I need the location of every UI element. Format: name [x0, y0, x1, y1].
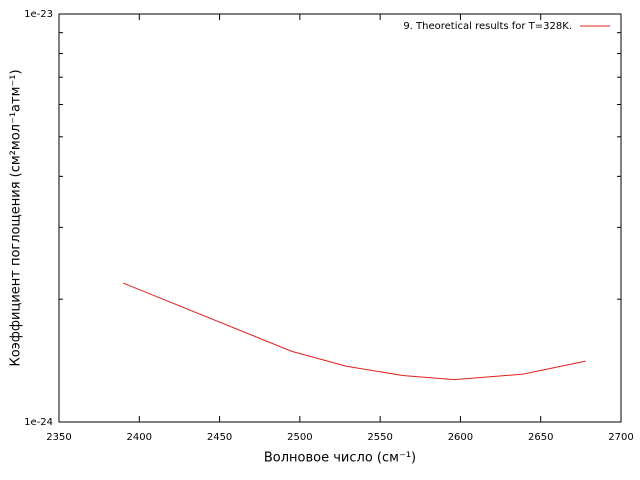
- y-tick-label: 1e-23: [24, 9, 53, 20]
- plot-border: [58, 13, 622, 423]
- x-tick-label: 2700: [608, 432, 633, 443]
- y-tick-label: 1e-24: [24, 417, 53, 428]
- x-tick-label: 2450: [207, 432, 232, 443]
- x-tick-label: 2350: [46, 432, 71, 443]
- legend-label: 9. Theoretical results for T=328K.: [403, 21, 572, 32]
- x-tick-label: 2550: [367, 432, 392, 443]
- x-tick-label: 2500: [287, 432, 312, 443]
- x-axis-label: Волновое число (см⁻¹): [264, 451, 416, 466]
- y-axis-label: Коэффициент поглощения (см²мол⁻¹атм⁻¹): [9, 69, 24, 366]
- x-tick-label: 2400: [127, 432, 152, 443]
- x-tick-label: 2650: [528, 432, 553, 443]
- data-line: [123, 282, 586, 381]
- x-tick-label: 2600: [448, 432, 473, 443]
